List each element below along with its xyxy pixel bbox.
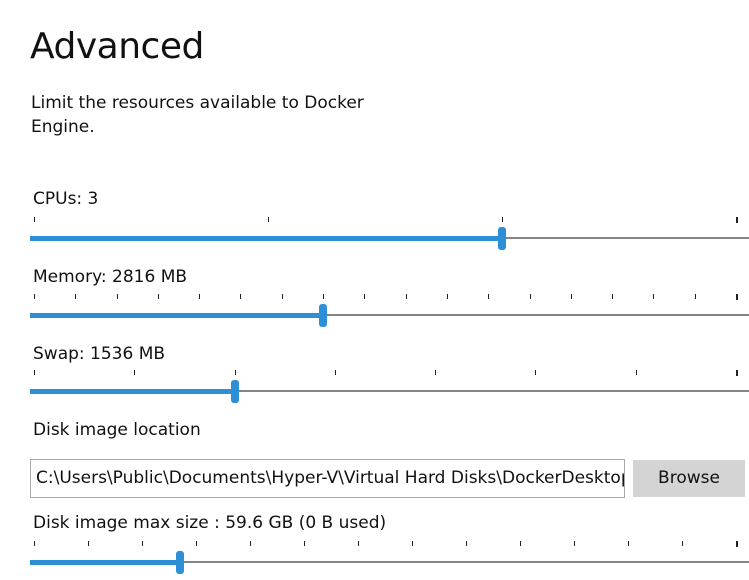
slider-tick	[570, 294, 572, 299]
slider-tick	[405, 294, 407, 299]
slider-tick	[502, 217, 503, 222]
cpus-label: CPUs: 3	[33, 189, 99, 209]
memory-slider[interactable]	[30, 294, 749, 330]
slider-tick	[134, 370, 136, 375]
cpus-slider[interactable]	[30, 217, 749, 253]
slider-track[interactable]	[30, 314, 749, 316]
slider-tick	[635, 370, 637, 375]
page-description: Limit the resources available to Docker …	[31, 93, 364, 137]
slider-tick	[199, 294, 201, 299]
slider-tick	[574, 541, 575, 546]
slider-fill	[30, 389, 235, 394]
slider-tick	[34, 294, 35, 299]
memory-label: Memory: 2816 MB	[33, 267, 188, 287]
slider-tick	[34, 541, 35, 546]
disk-location-input[interactable]: C:\Users\Public\Documents\Hyper-V\Virtua…	[30, 459, 625, 498]
slider-tick	[142, 541, 143, 546]
slider-track[interactable]	[30, 390, 749, 392]
slider-tick	[612, 294, 614, 299]
slider-tick	[240, 294, 242, 299]
slider-tick	[34, 370, 35, 375]
slider-fill	[30, 560, 180, 565]
slider-tick	[736, 294, 738, 300]
slider-tick	[268, 217, 269, 222]
slider-tick	[682, 541, 683, 546]
slider-tick	[34, 217, 35, 222]
slider-tick	[334, 370, 336, 375]
swap-label: Swap: 1536 MB	[33, 344, 166, 364]
swap-slider[interactable]	[30, 370, 749, 406]
slider-tick	[196, 541, 197, 546]
slider-thumb[interactable]	[319, 304, 328, 327]
slider-tick	[653, 294, 655, 299]
disk-size-label: Disk image max size : 59.6 GB (0 B used)	[33, 513, 387, 533]
slider-fill	[30, 236, 502, 241]
slider-fill	[30, 313, 324, 318]
slider-thumb[interactable]	[498, 227, 506, 250]
slider-tick	[157, 294, 159, 299]
slider-tick	[529, 294, 531, 299]
slider-tick	[234, 370, 236, 375]
slider-tick	[435, 370, 437, 375]
slider-tick	[304, 541, 305, 546]
slider-thumb[interactable]	[230, 380, 239, 403]
slider-tick	[736, 541, 738, 547]
slider-tick	[628, 541, 629, 546]
slider-tick	[358, 541, 359, 546]
browse-button[interactable]: Browse	[633, 460, 745, 497]
slider-thumb[interactable]	[175, 551, 184, 574]
slider-tick	[323, 294, 325, 299]
slider-track[interactable]	[30, 561, 749, 563]
disk-location-label: Disk image location	[33, 420, 201, 440]
slider-tick	[364, 294, 366, 299]
slider-tick	[694, 294, 696, 299]
slider-tick	[520, 541, 521, 546]
slider-tick	[88, 541, 89, 546]
slider-tick	[466, 541, 467, 546]
slider-tick	[736, 217, 738, 223]
slider-tick	[412, 541, 413, 546]
slider-tick	[250, 541, 251, 546]
disk-size-slider[interactable]	[30, 541, 749, 577]
slider-tick	[446, 294, 448, 299]
slider-tick	[736, 370, 738, 376]
page-title: Advanced	[30, 26, 204, 67]
slider-tick	[535, 370, 537, 375]
slider-tick	[75, 294, 77, 299]
slider-tick	[488, 294, 490, 299]
slider-tick	[281, 294, 283, 299]
slider-tick	[116, 294, 118, 299]
